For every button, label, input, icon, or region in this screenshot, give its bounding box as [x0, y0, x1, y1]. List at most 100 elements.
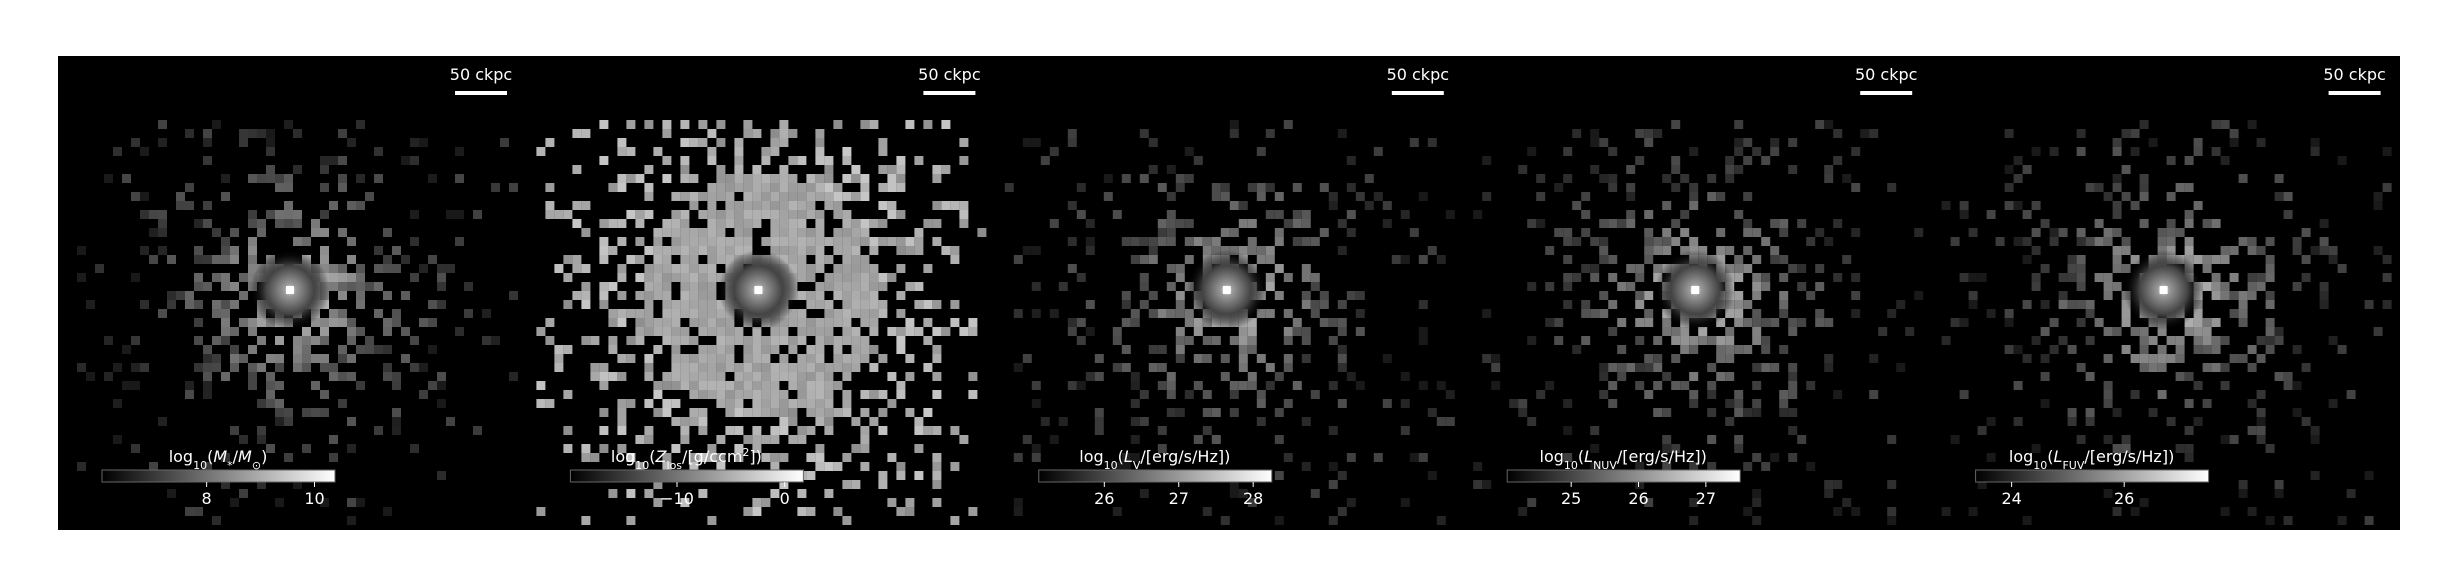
- pixel: [1202, 237, 1212, 246]
- pixel: [2193, 345, 2203, 354]
- colorbar-label: log10(LV/[erg/s/Hz]): [1079, 447, 1230, 472]
- pixel: [1797, 264, 1807, 273]
- pixel: [1590, 138, 1600, 147]
- pixel: [2256, 426, 2266, 435]
- pixel: [851, 363, 861, 372]
- pixel: [725, 318, 735, 327]
- pixel: [797, 273, 807, 282]
- pixel: [761, 183, 771, 192]
- label-part: (: [1118, 447, 1124, 466]
- pixel: [806, 228, 816, 237]
- pixel: [1680, 210, 1690, 219]
- colorbar: [1975, 469, 2210, 483]
- pixel: [1788, 408, 1798, 417]
- pixel: [581, 228, 591, 237]
- pixel: [1202, 426, 1212, 435]
- pixel: [239, 354, 248, 363]
- pixel: [392, 426, 401, 435]
- pixel: [1824, 318, 1834, 327]
- pixel: [1355, 381, 1365, 390]
- pixel: [1536, 219, 1546, 228]
- pixel: [1725, 417, 1735, 426]
- pixel: [662, 120, 672, 129]
- pixel: [842, 453, 852, 462]
- pixel: [878, 147, 888, 156]
- pixel: [1725, 354, 1735, 363]
- pixel: [959, 219, 969, 228]
- pixel: [1283, 336, 1293, 345]
- pixel: [1346, 498, 1356, 507]
- pixel: [815, 327, 825, 336]
- pixel: [1355, 327, 1365, 336]
- pixel: [1121, 237, 1131, 246]
- pixel: [2049, 147, 2059, 156]
- pixel: [1734, 264, 1744, 273]
- pixel: [662, 291, 672, 300]
- pixel: [725, 381, 735, 390]
- pixel: [203, 282, 212, 291]
- pixel: [536, 507, 546, 516]
- pixel: [509, 291, 518, 300]
- pixel: [239, 489, 248, 498]
- pixel: [2103, 390, 2113, 399]
- pixel: [239, 273, 248, 282]
- pixel: [1445, 390, 1455, 399]
- pixel: [2166, 237, 2176, 246]
- pixel: [1869, 129, 1879, 138]
- colorbar-label: log10(LFUV/[erg/s/Hz]): [2009, 447, 2174, 472]
- pixel: [887, 327, 897, 336]
- pixel: [2139, 183, 2149, 192]
- pixel: [824, 336, 834, 345]
- pixel: [761, 435, 771, 444]
- label-part: log: [611, 447, 635, 466]
- pixel: [2013, 381, 2023, 390]
- pixel: [689, 381, 699, 390]
- pixel: [770, 129, 780, 138]
- pixel: [536, 381, 546, 390]
- pixel: [1536, 174, 1546, 183]
- pixel: [140, 192, 149, 201]
- pixel: [1527, 147, 1537, 156]
- pixel: [1599, 390, 1609, 399]
- pixel: [2220, 381, 2230, 390]
- pixel: [2229, 291, 2239, 300]
- pixel: [536, 327, 546, 336]
- pixel: [608, 345, 618, 354]
- pixel: [1734, 318, 1744, 327]
- pixel: [428, 318, 437, 327]
- pixel: [1229, 201, 1239, 210]
- pixel: [851, 165, 861, 174]
- pixel: [1274, 291, 1284, 300]
- pixel: [698, 228, 708, 237]
- label-part: los: [667, 459, 683, 472]
- pixel: [1518, 408, 1528, 417]
- pixel: [1734, 345, 1744, 354]
- pixel: [2274, 192, 2284, 201]
- pixel: [158, 309, 167, 318]
- pixel: [464, 309, 473, 318]
- pixel: [1067, 237, 1077, 246]
- pixel: [725, 354, 735, 363]
- pixel: [1166, 219, 1176, 228]
- pixel: [1085, 237, 1095, 246]
- pixel: [1292, 219, 1302, 228]
- pixel: [1716, 246, 1726, 255]
- pixel: [1211, 183, 1221, 192]
- pixel: [1256, 417, 1266, 426]
- pixel: [1238, 219, 1248, 228]
- pixel: [680, 174, 690, 183]
- pixel: [680, 354, 690, 363]
- pixel: [419, 363, 428, 372]
- pixel: [617, 291, 627, 300]
- pixel: [680, 309, 690, 318]
- pixel: [2103, 399, 2113, 408]
- pixel: [905, 120, 915, 129]
- pixel: [1328, 381, 1338, 390]
- pixel: [698, 354, 708, 363]
- colorbar-tick-label: 26: [1628, 489, 1648, 508]
- pixel: [779, 228, 789, 237]
- pixel: [293, 129, 302, 138]
- pixel: [743, 390, 753, 399]
- pixel: [329, 372, 338, 381]
- pixel: [2112, 174, 2122, 183]
